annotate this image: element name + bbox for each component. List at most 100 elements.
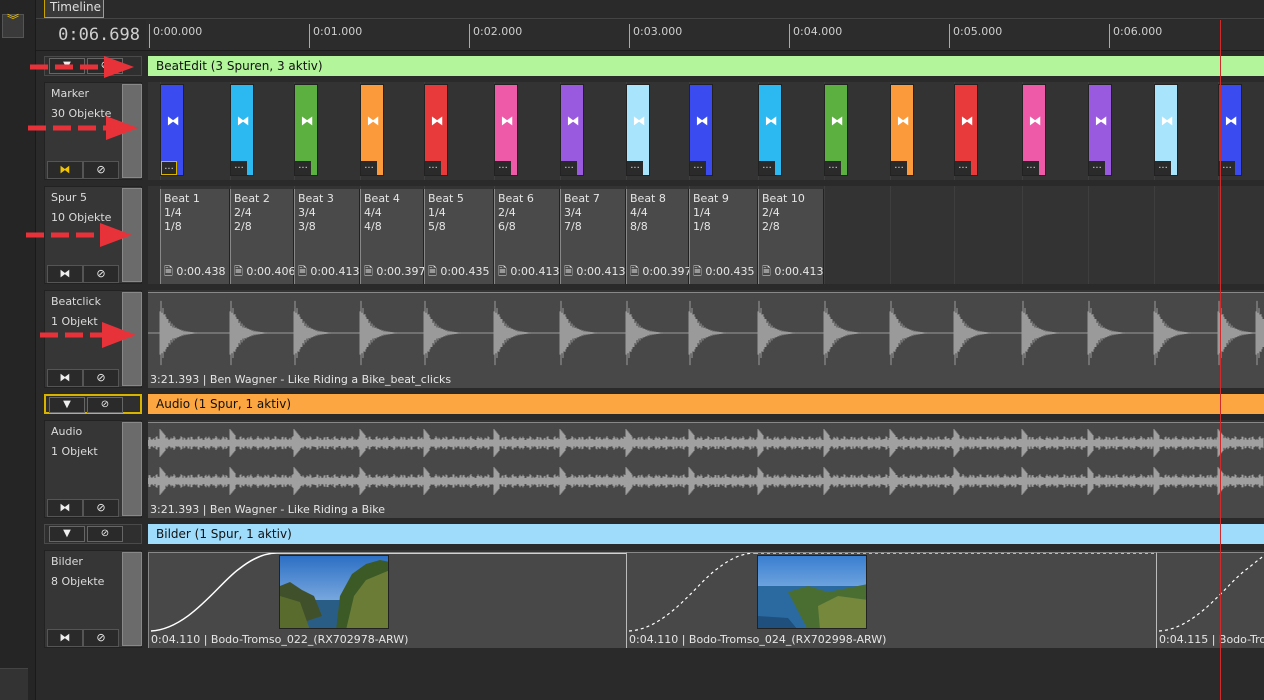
marker-more-button[interactable]: ... <box>561 161 577 175</box>
beat-duration-value: 0:00.435 <box>440 265 490 278</box>
track-height-handle[interactable] <box>122 552 142 646</box>
marker-more-button[interactable]: ... <box>231 161 247 175</box>
beat-duration: 🗎 0:00.406 <box>234 263 296 282</box>
beat-duration-value: 0:00.413 <box>310 265 360 278</box>
beat-duration: 🗎 0:00.413 <box>564 263 626 282</box>
beat-marker[interactable]: ⧓... <box>494 84 518 176</box>
dock-footer <box>0 668 28 700</box>
bowtie-icon[interactable]: ⧓ <box>47 265 83 283</box>
marker-more-button[interactable]: ... <box>955 161 971 175</box>
beat-clip[interactable]: Beat 10 2/4 2/8 🗎 0:00.413 <box>758 189 824 284</box>
bowtie-icon[interactable]: ⧓ <box>47 161 83 179</box>
beat-duration: 🗎 0:00.413 <box>498 263 560 282</box>
marker-more-button[interactable]: ... <box>627 161 643 175</box>
beat-clip[interactable]: Beat 2 2/4 2/8 🗎 0:00.406 <box>230 189 296 284</box>
beat-position: 4/4 <box>364 206 382 219</box>
time-ruler[interactable]: 0:00.000 0:01.000 0:02.000 0:03.000 0:04.000… <box>146 20 1264 50</box>
beat-clip[interactable]: Beat 7 3/4 7/8 🗎 0:00.413 <box>560 189 626 284</box>
playhead[interactable] <box>1220 20 1221 700</box>
marker-more-button[interactable]: ... <box>1023 161 1039 175</box>
circle-slash-icon[interactable]: ⊘ <box>83 369 119 387</box>
beat-marker[interactable]: ⧓... <box>560 84 584 176</box>
marker-more-button[interactable]: ... <box>361 161 377 175</box>
circle-slash-icon[interactable]: ⊘ <box>87 397 123 413</box>
beat-marker[interactable]: ⧓... <box>890 84 914 176</box>
beat-marker[interactable]: ⧓... <box>294 84 318 176</box>
beat-position: 7/8 <box>564 220 582 233</box>
group-bar-audio[interactable]: Audio (1 Spur, 1 aktiv) <box>148 394 1264 414</box>
marker-more-button[interactable]: ... <box>1155 161 1171 175</box>
track-object-count: 10 Objekte <box>51 211 112 224</box>
beat-marker[interactable]: ⧓... <box>230 84 254 176</box>
bowtie-icon[interactable]: ⧓ <box>47 499 83 517</box>
beat-clip[interactable]: Beat 6 2/4 6/8 🗎 0:00.413 <box>494 189 560 284</box>
beat-position: 4/8 <box>364 220 382 233</box>
beat-name: Beat 4 <box>364 192 400 205</box>
clip-label: 3:21.393 | Ben Wagner - Like Riding a Bi… <box>150 503 385 516</box>
bowtie-icon: ⧓ <box>764 114 778 129</box>
beat-marker[interactable]: ⧓... <box>689 84 713 176</box>
marker-more-button[interactable]: ... <box>759 161 775 175</box>
beat-position: 1/4 <box>428 206 446 219</box>
marker-more-button[interactable]: ... <box>1089 161 1105 175</box>
audio-clip-beatclick[interactable]: 3:21.393 | Ben Wagner - Like Riding a Bi… <box>148 292 1264 388</box>
track-lane-marker[interactable]: ⧓... ⧓... ⧓... ⧓... ⧓... ⧓... ⧓... ⧓... ⧓... ⧓...… <box>148 82 1264 180</box>
marker-more-button[interactable]: ... <box>161 161 177 175</box>
beat-duration-value: 0:00.413 <box>774 265 824 278</box>
bowtie-icon[interactable]: ⧓ <box>47 369 83 387</box>
track-lane-audio[interactable]: 3:21.393 | Ben Wagner - Like Riding a Bi… <box>148 420 1264 518</box>
image-clip[interactable]: 0:04.110 | Bodo-Tromso_024_(RX702998-ARW… <box>626 552 1157 648</box>
beat-clip[interactable]: Beat 9 1/4 1/8 🗎 0:00.435 <box>689 189 758 284</box>
beat-clip[interactable]: Beat 8 4/4 8/8 🗎 0:00.397 <box>626 189 692 284</box>
beat-marker[interactable]: ⧓... <box>758 84 782 176</box>
ruler-tick-label: 0:05.000 <box>953 25 1003 38</box>
ruler-tick-label: 0:02.000 <box>473 25 523 38</box>
circle-slash-icon[interactable]: ⊘ <box>83 265 119 283</box>
document-icon: 🗎 <box>630 265 643 278</box>
marker-more-button[interactable]: ... <box>825 161 841 175</box>
audio-clip-main[interactable]: 3:21.393 | Ben Wagner - Like Riding a Bi… <box>148 422 1264 518</box>
beat-position: 2/4 <box>762 206 780 219</box>
beat-clip[interactable]: Beat 4 4/4 4/8 🗎 0:00.397 <box>360 189 426 284</box>
tab-timeline[interactable]: Timeline <box>44 0 104 18</box>
beat-position: 3/4 <box>298 206 316 219</box>
track-lane-spur5[interactable]: Beat 1 1/4 1/8 🗎 0:00.438 Beat 2 2/4 2/8 🗎 0:00… <box>148 186 1264 284</box>
beat-marker[interactable]: ⧓... <box>1218 84 1242 176</box>
beat-marker[interactable]: ⧓... <box>954 84 978 176</box>
beat-marker[interactable]: ⧓... <box>1022 84 1046 176</box>
annotation-arrow <box>26 223 132 247</box>
beat-gridline <box>890 186 891 284</box>
beat-marker[interactable]: ⧓... <box>160 84 184 176</box>
group-bar-beatedit[interactable]: BeatEdit (3 Spuren, 3 aktiv) <box>148 56 1264 76</box>
circle-slash-icon[interactable]: ⊘ <box>83 629 119 647</box>
marker-more-button[interactable]: ... <box>425 161 441 175</box>
triangle-down-icon[interactable]: ▼ <box>49 526 85 542</box>
beat-marker[interactable]: ⧓... <box>1154 84 1178 176</box>
marker-more-button[interactable]: ... <box>690 161 706 175</box>
chevron-double-down-icon[interactable]: ︾ <box>2 14 24 38</box>
marker-more-button[interactable]: ... <box>1219 161 1235 175</box>
beat-marker[interactable]: ⧓... <box>824 84 848 176</box>
track-height-handle[interactable] <box>122 422 142 516</box>
beat-clip[interactable]: Beat 5 1/4 5/8 🗎 0:00.435 <box>424 189 494 284</box>
document-icon: 🗎 <box>428 265 441 278</box>
triangle-down-icon[interactable]: ▼ <box>49 397 85 413</box>
beat-marker[interactable]: ⧓... <box>1088 84 1112 176</box>
marker-more-button[interactable]: ... <box>891 161 907 175</box>
track-lane-bilder[interactable]: 0:04.110 | Bodo-Tromso_022_(RX702978-ARW… <box>148 550 1264 648</box>
image-clip[interactable]: 0:04.115 | Bodo-Trom <box>1156 552 1264 648</box>
circle-slash-icon[interactable]: ⊘ <box>87 526 123 542</box>
group-bar-bilder[interactable]: Bilder (1 Spur, 1 aktiv) <box>148 524 1264 544</box>
bowtie-icon[interactable]: ⧓ <box>47 629 83 647</box>
beat-clip[interactable]: Beat 3 3/4 3/8 🗎 0:00.413 <box>294 189 360 284</box>
marker-more-button[interactable]: ... <box>495 161 511 175</box>
beat-marker[interactable]: ⧓... <box>626 84 650 176</box>
circle-slash-icon[interactable]: ⊘ <box>83 499 119 517</box>
beat-marker[interactable]: ⧓... <box>360 84 384 176</box>
marker-more-button[interactable]: ... <box>295 161 311 175</box>
track-lane-beatclick[interactable]: 3:21.393 | Ben Wagner - Like Riding a Bi… <box>148 290 1264 388</box>
beat-clip[interactable]: Beat 1 1/4 1/8 🗎 0:00.438 <box>160 189 230 284</box>
beat-marker[interactable]: ⧓... <box>424 84 448 176</box>
circle-slash-icon[interactable]: ⊘ <box>83 161 119 179</box>
image-clip[interactable]: 0:04.110 | Bodo-Tromso_022_(RX702978-ARW… <box>148 552 627 648</box>
